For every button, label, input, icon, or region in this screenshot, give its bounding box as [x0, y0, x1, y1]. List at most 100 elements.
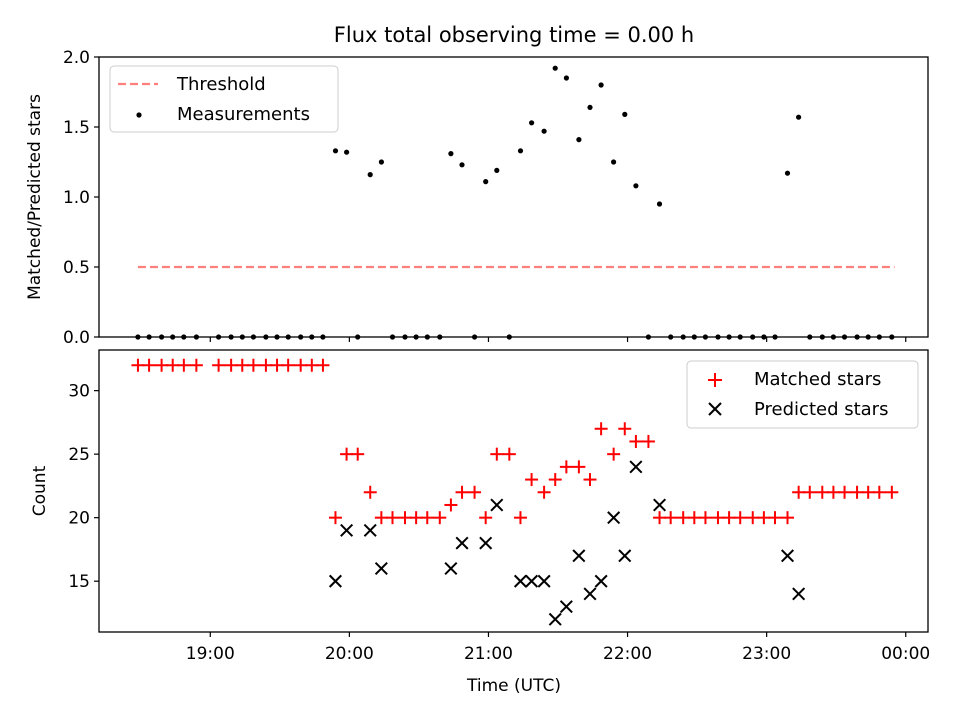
matched-star-point [548, 473, 562, 487]
measurement-point [611, 159, 617, 165]
matched-star-point [781, 511, 795, 525]
matched-star-point [235, 358, 249, 372]
matched-star-point [885, 485, 899, 499]
matched-star-point [177, 358, 191, 372]
matched-star-point [826, 485, 840, 499]
matched-star-point [641, 434, 655, 448]
measurement-point [622, 111, 628, 117]
matched-star-point [294, 358, 308, 372]
x-tick-label: 22:00 [603, 644, 652, 664]
matched-star-point [687, 511, 701, 525]
measurement-point [656, 201, 663, 207]
matched-star-point [166, 358, 180, 372]
matched-star-point [155, 358, 169, 372]
top-legend: Threshold Measurements [109, 65, 339, 133]
matched-star-point [607, 447, 621, 461]
chart-title: Flux total observing time = 0.00 h [334, 23, 694, 47]
matched-star-point [131, 358, 145, 372]
top-panel: 0.00.51.01.52.0 Matched/Predicted stars … [25, 48, 929, 348]
matched-star-point [433, 511, 447, 525]
measurement-point [332, 148, 339, 154]
matched-star-point [559, 460, 573, 474]
bottom-y-tick-label: 15 [68, 572, 90, 592]
x-tick-label: 19:00 [186, 644, 235, 664]
legend-threshold-label: Threshold [176, 74, 266, 95]
predicted-star-point [328, 574, 342, 588]
predicted-star-point [572, 549, 586, 563]
predicted-star-point [513, 574, 527, 588]
matched-star-point [792, 485, 806, 499]
matched-star-point [374, 511, 388, 525]
matched-star-point [212, 358, 226, 372]
matched-star-point [340, 447, 354, 461]
matched-star-point [757, 511, 771, 525]
measurement-point [563, 75, 570, 81]
matched-star-point [189, 358, 203, 372]
predicted-star-point [607, 511, 621, 525]
legend-matched-swatch [708, 373, 722, 387]
matched-star-point [698, 511, 712, 525]
bottom-y-tick-label: 20 [68, 509, 90, 529]
bottom-panel-x-ticks: 19:00 20:00 21:00 22:00 23:00 00:00 [186, 632, 930, 664]
matched-star-point [803, 485, 817, 499]
predicted-star-point [374, 561, 388, 575]
measurement-point [517, 148, 524, 154]
matched-star-point [572, 460, 586, 474]
predicted-star-point [594, 574, 608, 588]
predicted-star-point [363, 523, 377, 537]
measurement-point [344, 149, 350, 155]
predicted-star-point [583, 587, 597, 601]
measurement-point [784, 170, 791, 176]
measurement-point [378, 159, 384, 165]
top-legend-box [109, 65, 339, 133]
measurement-point [633, 183, 639, 189]
x-tick-label: 20:00 [325, 644, 374, 664]
bottom-legend-box [686, 360, 919, 429]
predicted-star-point [653, 498, 667, 512]
matched-star-point [722, 511, 736, 525]
measurement-point [529, 120, 535, 126]
x-tick-label: 21:00 [464, 644, 513, 664]
matched-star-point [468, 485, 482, 499]
predicted-star-point [444, 561, 458, 575]
matched-star-point [537, 485, 551, 499]
matched-star-point [305, 358, 319, 372]
bottom-panel-marks [131, 358, 899, 626]
measurement-point [598, 82, 604, 88]
top-y-tick-label: 0.0 [63, 328, 90, 348]
bottom-y-tick-label: 25 [68, 445, 90, 465]
bottom-panel-y-axis-title: Count [30, 465, 50, 516]
predicted-star-point [525, 574, 539, 588]
legend-predicted-label: Predicted stars [754, 399, 888, 420]
predicted-star-point [792, 587, 806, 601]
matched-star-point [363, 485, 377, 499]
legend-matched-label: Matched stars [754, 369, 881, 390]
bottom-y-tick-label: 30 [68, 382, 90, 402]
matched-star-point [455, 485, 469, 499]
x-axis-title: Time (UTC) [466, 676, 561, 696]
measurement-point [448, 151, 454, 157]
matched-star-point [733, 511, 747, 525]
top-panel-y-ticks: 0.0 0.5 1.0 1.5 2.0 [63, 48, 99, 348]
predicted-star-point [537, 574, 551, 588]
matched-star-point [618, 422, 632, 436]
top-panel-frame [98, 56, 929, 338]
matched-star-point [513, 511, 527, 525]
bottom-panel-y-ticks: 15 20 25 30 [68, 382, 99, 592]
matched-star-point [142, 358, 156, 372]
x-tick-label: 23:00 [742, 644, 791, 664]
matched-star-point [664, 511, 678, 525]
matched-star-point [351, 447, 365, 461]
matched-star-point [746, 511, 760, 525]
predicted-star-point [629, 460, 643, 474]
legend-predicted-swatch [708, 402, 722, 416]
matched-star-point [490, 447, 504, 461]
matched-star-point [259, 358, 273, 372]
matched-star-point [409, 511, 423, 525]
measurement-point [494, 167, 500, 173]
measurement-point [367, 172, 373, 178]
matched-star-point [385, 511, 399, 525]
matched-star-point [872, 485, 886, 499]
